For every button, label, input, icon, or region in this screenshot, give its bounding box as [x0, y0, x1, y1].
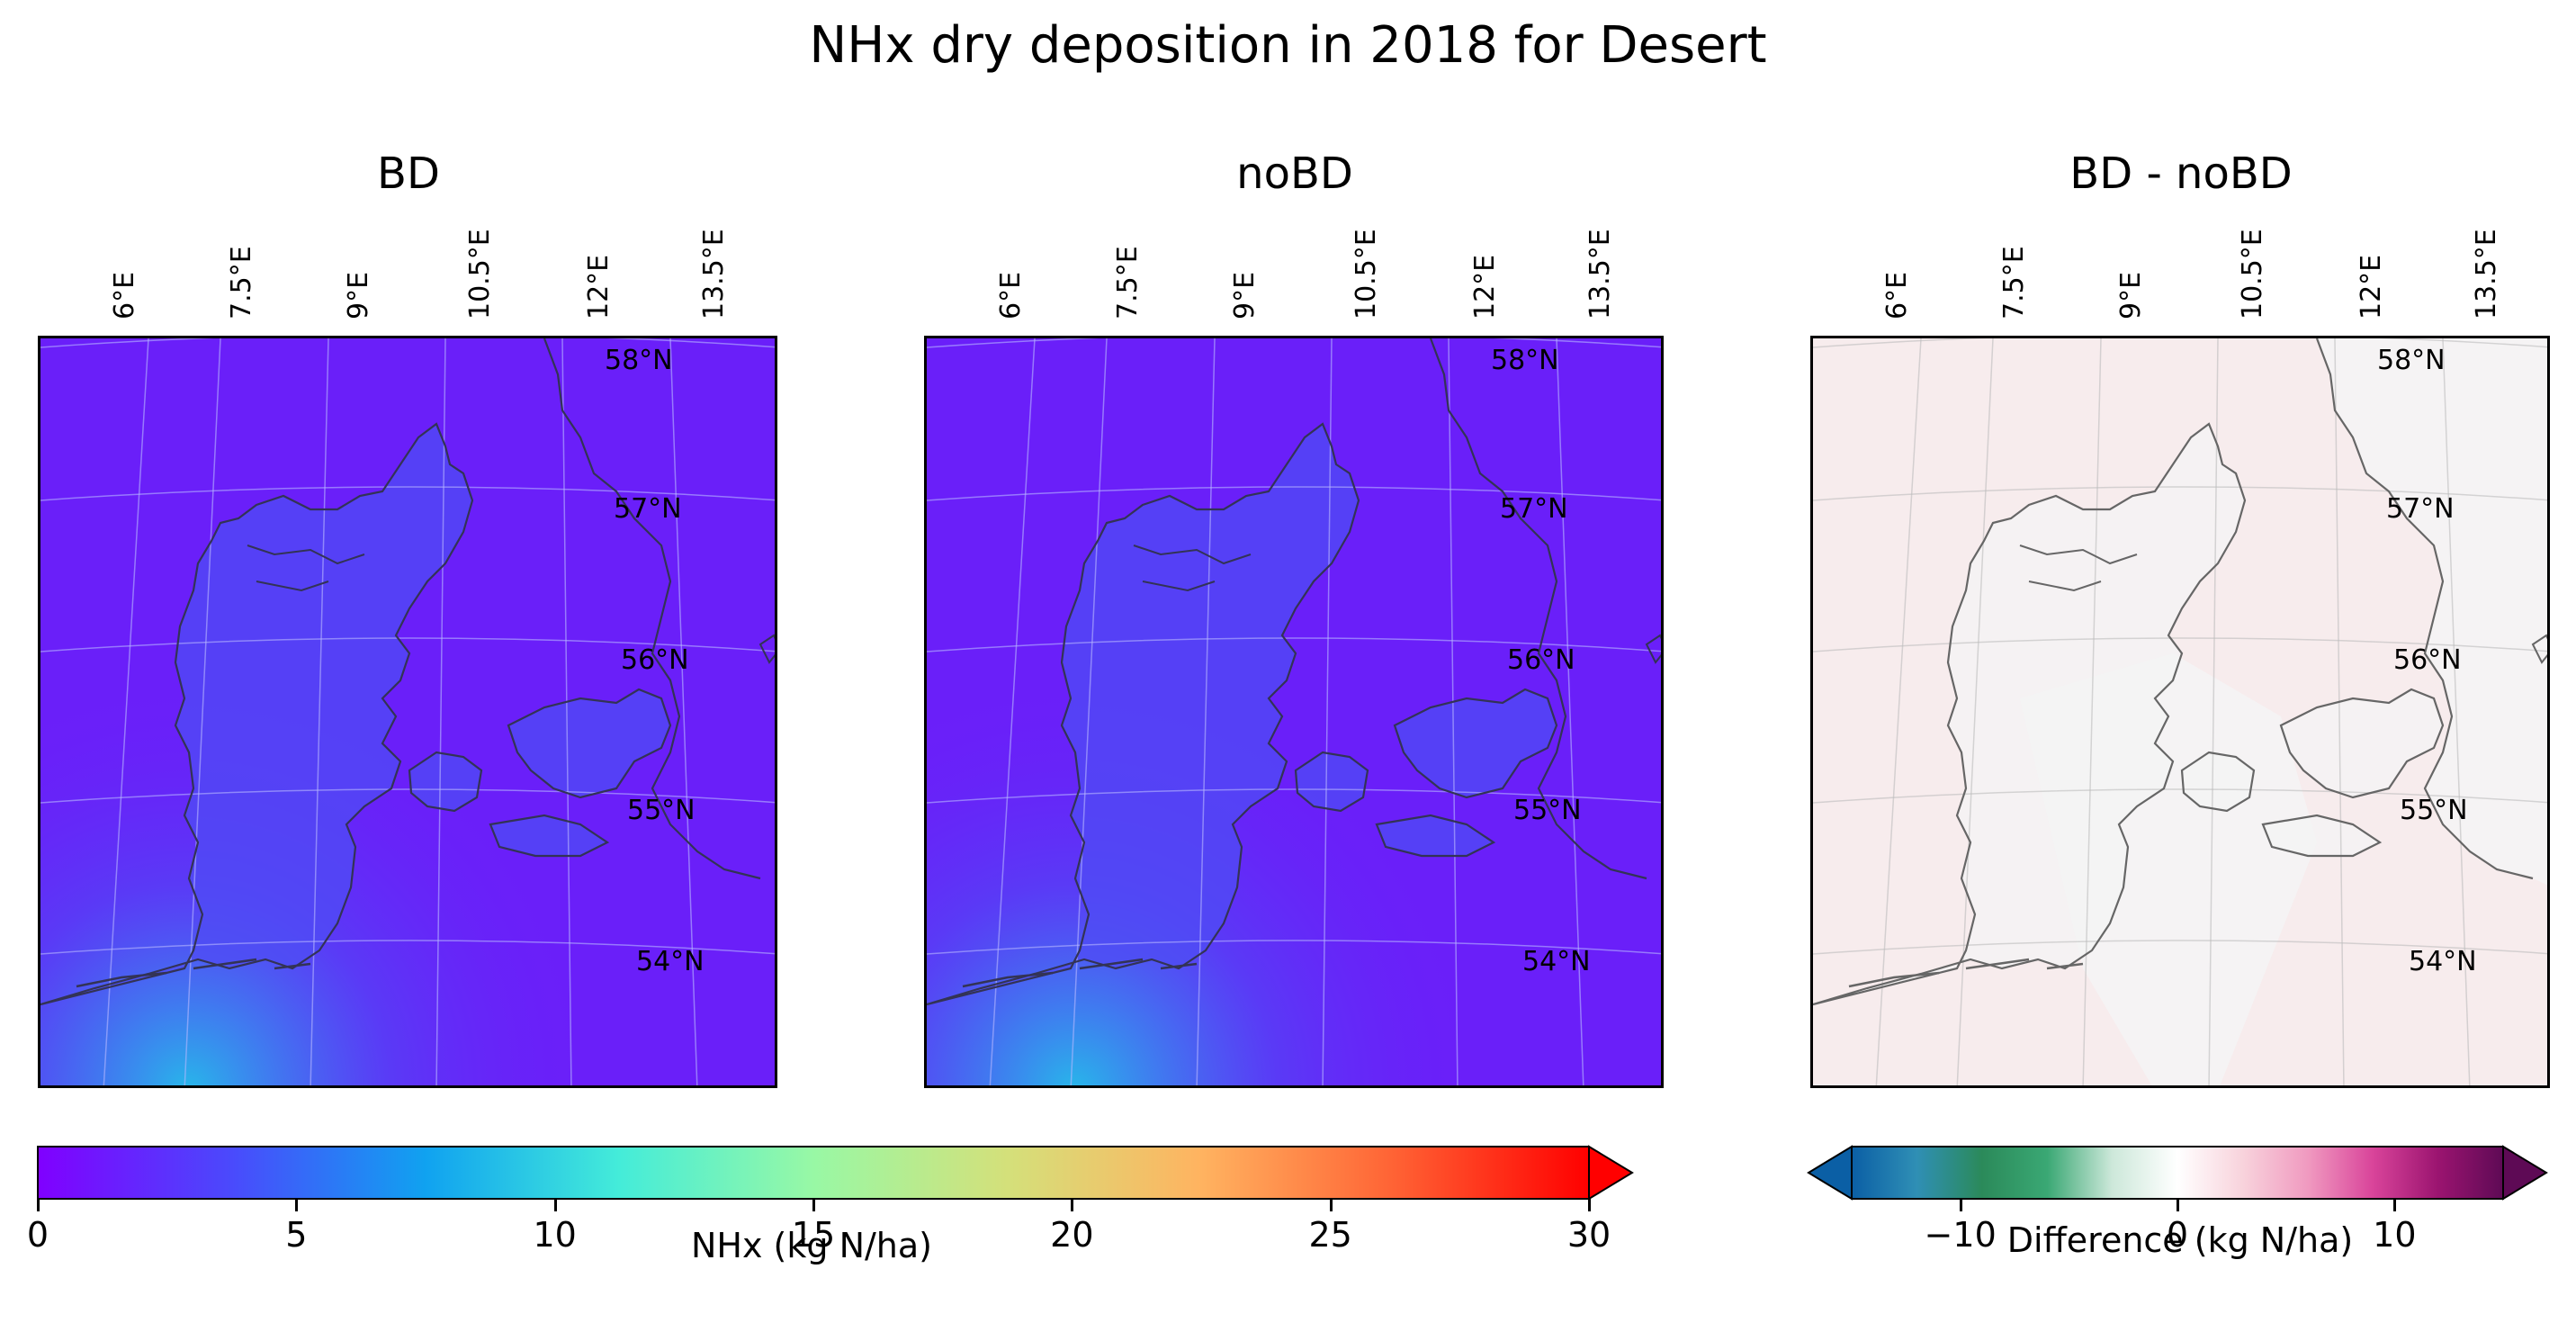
map-panel-diff — [1810, 336, 2550, 1088]
colorbar-tick-mark — [37, 1199, 40, 1211]
lon-label: 10.5°E — [1351, 229, 1382, 320]
lat-label: 54°N — [636, 946, 705, 977]
lat-label: 57°N — [614, 493, 682, 525]
lon-label: 12°E — [583, 254, 615, 320]
lat-label: 56°N — [621, 644, 689, 676]
colorbar-tick-mark — [2177, 1199, 2179, 1211]
colorbar-tick-mark — [1329, 1199, 1333, 1211]
colorbar-tick-mark — [2393, 1199, 2397, 1211]
lon-label: 7.5°E — [226, 246, 257, 320]
lon-label: 9°E — [2115, 271, 2147, 320]
colorbar-nhx-label: NHx (kg N/ha) — [690, 1226, 933, 1265]
lon-label: 6°E — [109, 271, 140, 320]
lat-label: 56°N — [2393, 644, 2462, 676]
colorbar-tick-label: −10 — [1924, 1215, 1997, 1255]
lat-label: 55°N — [1513, 795, 1582, 826]
lon-label: 12°E — [1469, 254, 1501, 320]
lat-label: 55°N — [627, 795, 696, 826]
lat-label: 58°N — [1491, 345, 1559, 376]
lon-label: 6°E — [1881, 271, 1913, 320]
map-panel-nobd — [924, 336, 1664, 1088]
lon-label: 10.5°E — [2237, 229, 2268, 320]
colorbar-tick-label: 5 — [285, 1215, 308, 1255]
lon-label: 12°E — [2356, 254, 2387, 320]
lon-label: 9°E — [1229, 271, 1261, 320]
panel-title-nobd: noBD — [1236, 148, 1353, 199]
lon-label: 7.5°E — [1998, 246, 2030, 320]
colorbar-tick-mark — [812, 1199, 815, 1211]
colorbar-tick-label: 15 — [791, 1215, 836, 1255]
colorbar-tick-label: 10 — [533, 1215, 577, 1255]
figure-title: NHx dry deposition in 2018 for Desert — [809, 16, 1767, 75]
colorbar-tick-label: 30 — [1566, 1215, 1611, 1255]
lon-label: 13.5°E — [698, 229, 730, 320]
lon-label: 10.5°E — [464, 229, 496, 320]
colorbar-tick-mark — [553, 1199, 557, 1211]
lon-label: 9°E — [343, 271, 374, 320]
colorbar-tick-mark — [295, 1199, 299, 1211]
lat-label: 57°N — [1500, 493, 1568, 525]
colorbar-tick-mark — [1588, 1199, 1591, 1211]
colorbar-tick-mark — [1071, 1199, 1074, 1211]
map-bd-svg — [40, 338, 775, 1085]
lon-label: 13.5°E — [2471, 229, 2502, 320]
lat-label: 54°N — [2409, 946, 2477, 977]
lon-label: 7.5°E — [1112, 246, 1144, 320]
colorbar-tick-label: 25 — [1308, 1215, 1352, 1255]
panel-title-diff: BD - noBD — [2069, 148, 2293, 199]
lat-label: 57°N — [2386, 493, 2455, 525]
colorbar-diff-label: Difference (kg N/ha) — [2006, 1220, 2354, 1260]
lat-label: 58°N — [605, 345, 673, 376]
colorbar-tick-label: 10 — [2373, 1215, 2417, 1255]
lat-label: 55°N — [2400, 795, 2468, 826]
lon-label: 6°E — [995, 271, 1027, 320]
panel-title-bd: BD — [377, 148, 440, 199]
lat-label: 58°N — [2377, 345, 2446, 376]
colorbar-tick-label: 0 — [26, 1215, 49, 1255]
lat-label: 54°N — [1522, 946, 1591, 977]
lat-label: 56°N — [1507, 644, 1575, 676]
colorbar-tick-mark — [1959, 1199, 1962, 1211]
map-nobd-svg — [927, 338, 1661, 1085]
map-diff-svg — [1813, 338, 2547, 1085]
colorbar-nhx — [37, 1145, 1634, 1201]
colorbar-tick-label: 0 — [2166, 1215, 2189, 1255]
lon-label: 13.5°E — [1584, 229, 1616, 320]
colorbar-tick-label: 20 — [1050, 1215, 1094, 1255]
map-panel-bd — [38, 336, 777, 1088]
colorbar-diff — [1807, 1145, 2548, 1201]
